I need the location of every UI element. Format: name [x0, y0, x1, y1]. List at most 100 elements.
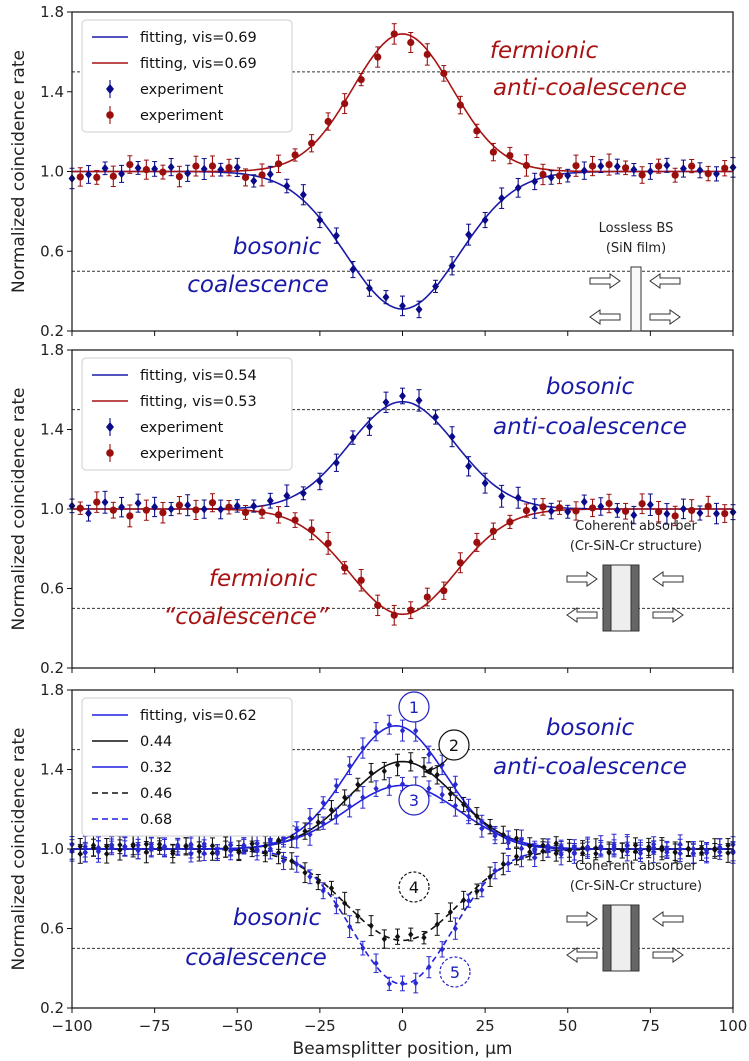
data-point — [638, 171, 646, 179]
x-tick-label: −50 — [221, 1017, 253, 1035]
data-point — [619, 847, 625, 854]
data-point — [208, 162, 217, 170]
data-point — [250, 176, 258, 186]
data-point — [241, 508, 250, 516]
data-point — [688, 162, 696, 170]
data-point — [76, 504, 84, 512]
inset-label: Coherent absorber — [575, 519, 697, 534]
data-point — [558, 851, 564, 858]
data-point — [143, 848, 150, 856]
data-point — [655, 162, 663, 170]
data-point — [299, 190, 307, 200]
data-point — [333, 782, 340, 790]
data-point — [487, 873, 493, 881]
data-point — [95, 848, 102, 855]
inset-label: Lossless BS — [599, 221, 674, 236]
data-point — [522, 506, 531, 515]
data-point — [588, 162, 597, 170]
legend-label: fitting, vis=0.69 — [140, 56, 257, 72]
data-point — [333, 812, 340, 820]
data-point — [555, 504, 564, 512]
data-point — [93, 498, 101, 506]
data-point — [564, 171, 572, 180]
data-point — [192, 506, 200, 514]
data-point — [386, 783, 392, 790]
inset-label: (Cr-SiN-Cr structure) — [570, 879, 702, 894]
data-point — [209, 849, 216, 857]
legend-label: experiment — [140, 82, 224, 98]
data-point — [646, 500, 654, 510]
curve-number-circle — [438, 729, 470, 761]
inset-label: (Cr-SiN-Cr structure) — [570, 539, 702, 554]
data-point — [274, 511, 283, 519]
data-point — [266, 496, 274, 506]
legend-label: experiment — [140, 108, 224, 124]
beam-arrow — [566, 947, 598, 963]
data-point — [167, 504, 175, 514]
data-point — [357, 576, 365, 584]
curve-number: 2 — [449, 736, 459, 755]
data-point — [492, 829, 498, 837]
data-point — [566, 847, 573, 854]
data-point — [258, 171, 266, 179]
data-point — [390, 611, 398, 619]
data-point — [381, 767, 387, 775]
data-point — [188, 850, 194, 858]
data-point — [233, 163, 241, 172]
data-point — [531, 177, 539, 186]
data-point — [426, 963, 432, 971]
data-point — [254, 847, 260, 854]
data-point — [553, 840, 559, 847]
data-point — [374, 53, 382, 61]
beam-arrow — [566, 607, 598, 623]
data-point — [399, 727, 406, 734]
data-point — [324, 117, 332, 126]
curve-number: 1 — [409, 698, 419, 717]
data-point — [498, 193, 506, 203]
y-tick-label: 0.2 — [40, 322, 64, 340]
data-point — [555, 172, 564, 180]
data-point — [368, 922, 374, 929]
data-point — [456, 101, 464, 109]
y-tick-label: 0.6 — [40, 242, 64, 260]
data-point — [217, 505, 225, 514]
data-point — [452, 781, 459, 788]
legend-box — [81, 697, 293, 837]
x-tick-label: −100 — [51, 1017, 92, 1035]
data-point — [201, 843, 207, 850]
data-point — [679, 164, 687, 173]
data-point — [440, 587, 448, 595]
data-point — [175, 501, 184, 509]
data-point — [500, 860, 506, 868]
legend-label: 0.46 — [140, 786, 172, 802]
data-point — [513, 853, 520, 860]
y-tick-label: 0.6 — [40, 580, 64, 598]
data-point — [539, 170, 547, 179]
data-point — [725, 849, 731, 857]
data-point — [151, 164, 159, 174]
data-point — [423, 593, 431, 601]
panel-2: 0.2 0.6 1.0 1.4 1.8 Normalized coincidence ra… — [9, 341, 737, 677]
data-point — [638, 500, 646, 508]
data-point — [320, 799, 326, 807]
data-point — [465, 462, 473, 471]
data-point — [223, 843, 229, 851]
data-point — [346, 762, 353, 769]
annotation: bosonic — [546, 715, 635, 741]
data-point — [382, 397, 390, 407]
legend-label: experiment — [140, 420, 224, 436]
data-point — [283, 491, 291, 501]
data-point — [142, 506, 150, 514]
beam-arrow — [652, 571, 684, 587]
data-point — [267, 845, 273, 853]
data-point — [514, 493, 522, 503]
data-point — [518, 854, 525, 861]
data-point — [135, 841, 141, 849]
legend-label: 0.32 — [140, 760, 172, 776]
data-point — [130, 841, 136, 848]
data-point — [346, 803, 353, 810]
data-point — [439, 791, 445, 798]
data-point — [200, 164, 208, 174]
data-point — [366, 283, 373, 293]
data-point — [426, 751, 432, 758]
